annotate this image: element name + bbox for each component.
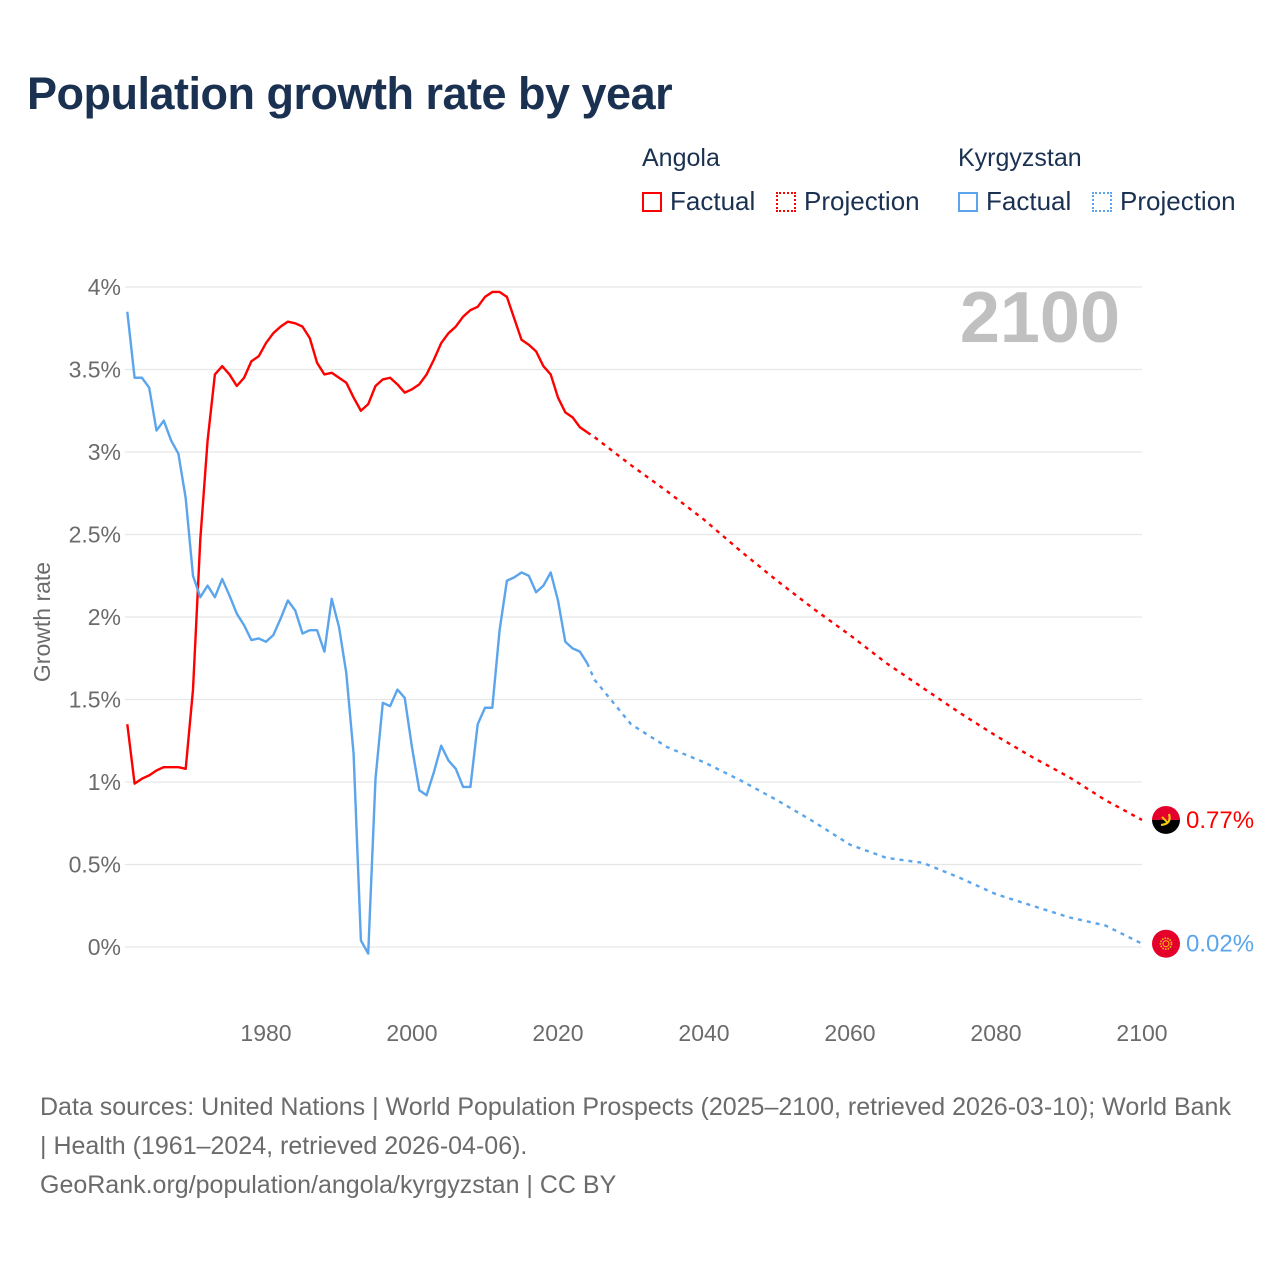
y-tick-label: 0.5% <box>69 852 121 878</box>
y-tick-label: 3% <box>88 439 121 465</box>
chart-title: Population growth rate by year <box>27 68 673 119</box>
x-tick-label: 2100 <box>1116 1020 1167 1046</box>
legend-angola-factual[interactable]: Factual <box>642 186 755 217</box>
legend-swatch-dotted-icon <box>1092 191 1112 212</box>
angola-factual-line <box>126 290 588 785</box>
kyrgyzstan-flag-icon <box>1152 929 1180 958</box>
legend-label: Projection <box>804 186 920 216</box>
year-watermark: 2100 <box>960 278 1120 358</box>
legend-kyrgyzstan-projection[interactable]: Projection <box>1092 186 1236 217</box>
data-sources: Data sources: United Nations | World Pop… <box>40 1093 1231 1160</box>
y-tick-label: 2.5% <box>69 522 121 548</box>
x-tick-label: 2000 <box>386 1020 437 1046</box>
legend-kyrgyzstan-factual[interactable]: Factual <box>958 186 1071 217</box>
source-link[interactable]: GeoRank.org/population/angola/kyrgyzstan… <box>40 1171 617 1199</box>
legend-country-angola: Angola <box>642 144 720 172</box>
kyrgyzstan-projection-line <box>586 662 1143 945</box>
legend-swatch-solid-icon <box>642 191 662 212</box>
footer: Data sources: United Nations | World Pop… <box>40 1088 1240 1205</box>
x-tick-label: 2080 <box>970 1020 1021 1046</box>
legend-swatch-dotted-icon <box>776 191 796 212</box>
y-tick-label: 4% <box>88 274 121 300</box>
kyrgyzstan-end-value: 0.02% <box>1186 931 1254 958</box>
legend-label: Factual <box>986 186 1072 216</box>
y-tick-label: 0% <box>88 934 121 960</box>
y-tick-label: 1.5% <box>69 687 121 713</box>
x-tick-label: 2040 <box>678 1020 729 1046</box>
angola-projection-line <box>586 431 1143 822</box>
x-tick-label: 1980 <box>240 1020 291 1046</box>
angola-flag-icon <box>1152 805 1180 834</box>
legend-country-kyrgyzstan: Kyrgyzstan <box>958 144 1082 172</box>
legend-label: Factual <box>670 186 756 216</box>
y-tick-label: 1% <box>88 769 121 795</box>
y-axis-label: Growth rate <box>29 562 55 682</box>
legend-label: Projection <box>1120 186 1236 216</box>
x-tick-label: 2060 <box>824 1020 875 1046</box>
legend-angola-projection[interactable]: Projection <box>776 186 920 217</box>
y-tick-label: 3.5% <box>69 357 121 383</box>
legend-swatch-solid-icon <box>958 191 978 212</box>
angola-end-value: 0.77% <box>1186 807 1254 834</box>
kyrgyzstan-factual-line <box>126 311 589 955</box>
x-tick-label: 2020 <box>532 1020 583 1046</box>
y-tick-label: 2% <box>88 604 121 630</box>
